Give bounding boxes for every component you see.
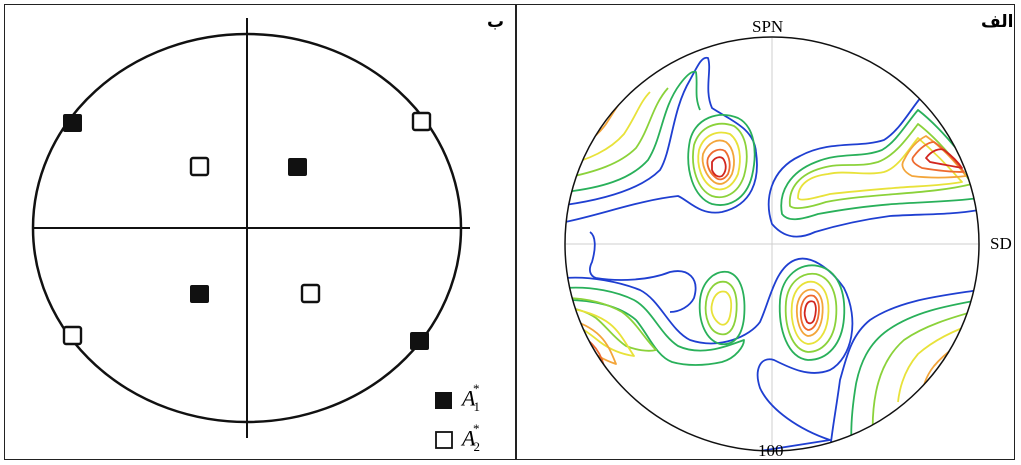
a2-marker [62,325,83,346]
a1-marker [410,332,429,350]
panel-a-pole-figure [564,36,980,452]
contour-level-3 [871,309,979,451]
a2-marker [189,156,210,177]
contour-level-2 [778,264,846,361]
panel-b-projection [31,18,470,438]
contour-level-2 [565,70,701,193]
contour-level-4 [897,321,979,403]
legend-a2-main: A [462,425,476,451]
legend-a2-label: A2 * [462,421,488,455]
contour-level-3 [692,122,748,198]
legend-a1-symbol [435,392,452,409]
a2-marker [300,283,321,304]
contour-level-3 [704,280,738,336]
contour-level-1 [565,257,854,451]
a1-markers [63,114,429,350]
a2-markers [62,111,432,346]
contour-level-7 [803,300,817,325]
contour-level-4 [565,307,635,357]
legend-a1-main: A [462,385,476,411]
contour-level-7 [925,148,963,169]
contour-level-1 [589,231,697,313]
contour-level-6 [911,141,965,173]
contour-level-6 [799,294,820,331]
contour-level-2 [850,299,979,451]
legend-a1-sup: * [472,381,480,396]
a1-marker [63,114,82,132]
pole-figure-circle [564,36,980,452]
contour-level-4 [710,290,733,326]
contour-level-4 [790,280,830,345]
contour-level-2 [780,109,979,221]
legend-a2-sup: * [472,421,480,436]
contour-level-6 [706,148,731,181]
contour-level-5 [565,317,617,365]
panel-b-label: ب [487,12,505,32]
panel-divider [515,4,517,460]
panel-a-label: الف [981,12,1014,32]
contour-level-2 [698,270,746,346]
contour-level-7 [953,355,979,377]
contour-level-6 [945,345,979,375]
contour-level-5 [565,97,625,153]
legend-a2-symbol [435,431,453,449]
contour-level-3 [565,297,657,352]
top-axis-label: SPN [752,17,784,36]
contour-level-4 [697,131,741,191]
a1-marker [288,158,307,176]
contour-level-1 [565,56,758,223]
legend-a1-sub: 1 [473,398,480,414]
contour-level-3 [784,272,838,353]
bottom-axis-label: 100 [758,441,784,460]
contour-level-5 [795,288,824,337]
right-axis-label: SD [990,234,1012,253]
contour-level-2 [687,114,756,206]
contour-level-5 [701,139,735,185]
contour-level-5 [901,135,967,179]
figure-frame [4,4,1015,460]
contour-level-1 [829,289,979,451]
contour-level-4 [565,91,651,166]
a1-marker [190,285,209,303]
contour-level-7 [711,156,727,178]
a2-marker [411,111,432,132]
legend-a2-sub: 2 [473,438,480,454]
contour-level-2 [565,286,745,366]
contour-level-3 [565,87,669,179]
legend-a1-label: A1 * [462,381,488,415]
contour-level-3 [788,123,973,209]
